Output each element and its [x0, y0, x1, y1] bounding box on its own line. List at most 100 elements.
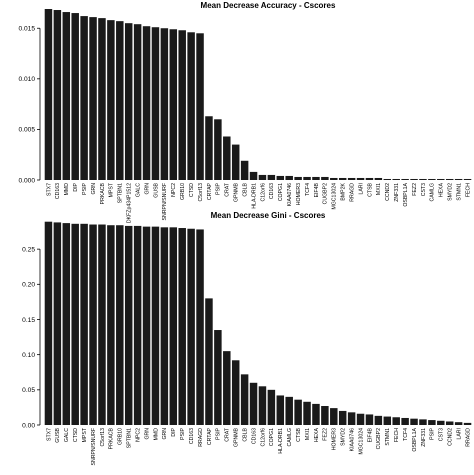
bar [365, 414, 374, 425]
x-tick-label: CBLB [242, 427, 248, 441]
bar [71, 223, 79, 425]
x-tick-label: OSBPL1A [412, 427, 418, 451]
x-tick-label: GRN [144, 428, 150, 440]
x-tick-label: CD163 [251, 428, 257, 444]
x-tick-label: EIF4B [314, 182, 320, 197]
x-tick-label: MGC13024 [358, 428, 364, 455]
x-tick-label: NPC2 [171, 183, 177, 197]
x-tick-label: TCF4 [305, 183, 311, 196]
bar [428, 178, 436, 180]
bar [214, 330, 222, 425]
x-tick-label: CRTAP [207, 182, 213, 200]
bar [321, 406, 329, 425]
x-tick-label: MPST [109, 182, 115, 197]
bar [169, 29, 178, 180]
x-tick-label: STX7 [46, 428, 52, 441]
bar [276, 395, 285, 425]
x-tick-label: C5orf13 [100, 428, 106, 447]
x-tick-label: ZNF331 [421, 428, 427, 447]
bar [187, 32, 195, 180]
x-tick-label: GRN [144, 183, 150, 195]
x-tick-label: PSIP [216, 427, 222, 439]
bar [116, 21, 124, 181]
bar [178, 30, 186, 181]
bar [463, 422, 472, 425]
x-tick-label: TCF4 [403, 428, 409, 441]
bar [196, 33, 204, 180]
bar [285, 175, 293, 180]
x-tick-label: CCND2 [448, 428, 454, 446]
bar [133, 24, 142, 180]
x-tick-labels: STX7 CD163 MMD DIP PSIP GRN PRKACB MPST SPTBN1 DK… [46, 182, 471, 223]
bar [124, 23, 133, 181]
bar [258, 174, 267, 180]
x-tick-label: NPC2 [135, 428, 141, 442]
bar [98, 18, 106, 181]
bar [401, 417, 409, 425]
bar [347, 177, 356, 180]
x-tick-label: FECH [465, 183, 471, 197]
bar [107, 20, 115, 180]
bar [312, 176, 320, 180]
y-tick-label: 0.015 [18, 26, 35, 33]
bar [321, 176, 329, 180]
bar [347, 412, 356, 425]
x-tick-label: STMN1 [385, 428, 391, 446]
bar [89, 17, 97, 180]
bar [267, 174, 276, 180]
bar [249, 382, 258, 425]
x-tick-label: MGC13024 [332, 183, 338, 210]
bar [240, 160, 249, 180]
bar [89, 224, 97, 425]
bar [240, 374, 249, 425]
bar [294, 399, 302, 425]
x-tick-label: MMD [153, 428, 159, 441]
bar [80, 223, 88, 425]
x-tick-label: PRKACB [109, 427, 115, 449]
bar [98, 224, 106, 425]
x-tick-label: GUSB [153, 182, 159, 197]
bar [454, 422, 463, 425]
bar [410, 178, 418, 180]
chart-title: Mean Decrease Accuracy - Cscores [201, 1, 336, 10]
chart-title: Mean Decrease Gini - Cscores [211, 211, 326, 220]
y-tick-label: 0.010 [18, 76, 35, 83]
x-tick-label: COPG1 [269, 428, 275, 446]
bar [62, 223, 71, 425]
bar [276, 175, 285, 180]
bar [223, 136, 231, 180]
x-tick-label: DIP [73, 182, 79, 191]
bar [223, 351, 231, 425]
x-tick-label: SMYD2 [448, 183, 454, 201]
x-tick-label: EIF4B [367, 427, 373, 442]
x-tick-label: CTSD [189, 183, 195, 197]
x-tick-label: MPST [82, 427, 88, 442]
bar [383, 178, 392, 180]
x-tick-label: CAMLG [287, 428, 293, 446]
x-tick-label: STX7 [46, 183, 52, 196]
y-tick-label: 0.10 [22, 352, 35, 359]
y-tick-label: 0.05 [22, 387, 35, 394]
bar [187, 228, 195, 425]
x-tick-label: FEZ2 [323, 428, 329, 441]
x-tick-label: GALC [135, 183, 141, 197]
x-tick-label: HLA-DRB1 [278, 428, 284, 454]
bar [454, 178, 463, 180]
x-tick-label: HLA-DRB1 [251, 183, 257, 209]
y-tick-label: 0.20 [22, 282, 35, 289]
x-tick-label: GRN [91, 183, 97, 195]
x-tick-label: CUGBP2 [376, 428, 382, 449]
y-tick-label: 0.000 [18, 177, 35, 184]
bar [80, 16, 88, 181]
bar [294, 176, 302, 180]
x-tick-label: GALC [64, 428, 70, 442]
y-axis: 0.000 0.005 0.010 0.015 [18, 26, 41, 184]
bar [44, 9, 53, 181]
x-tick-label: RRAGD [349, 183, 355, 202]
bar [383, 416, 392, 425]
x-tick-label: OSBPL1A [403, 182, 409, 206]
bar [178, 228, 186, 425]
x-tick-label: SNRPN/SNURF [162, 183, 168, 220]
x-tick-label: RRAGD [198, 428, 204, 447]
x-tick-label: GRN [162, 428, 168, 440]
